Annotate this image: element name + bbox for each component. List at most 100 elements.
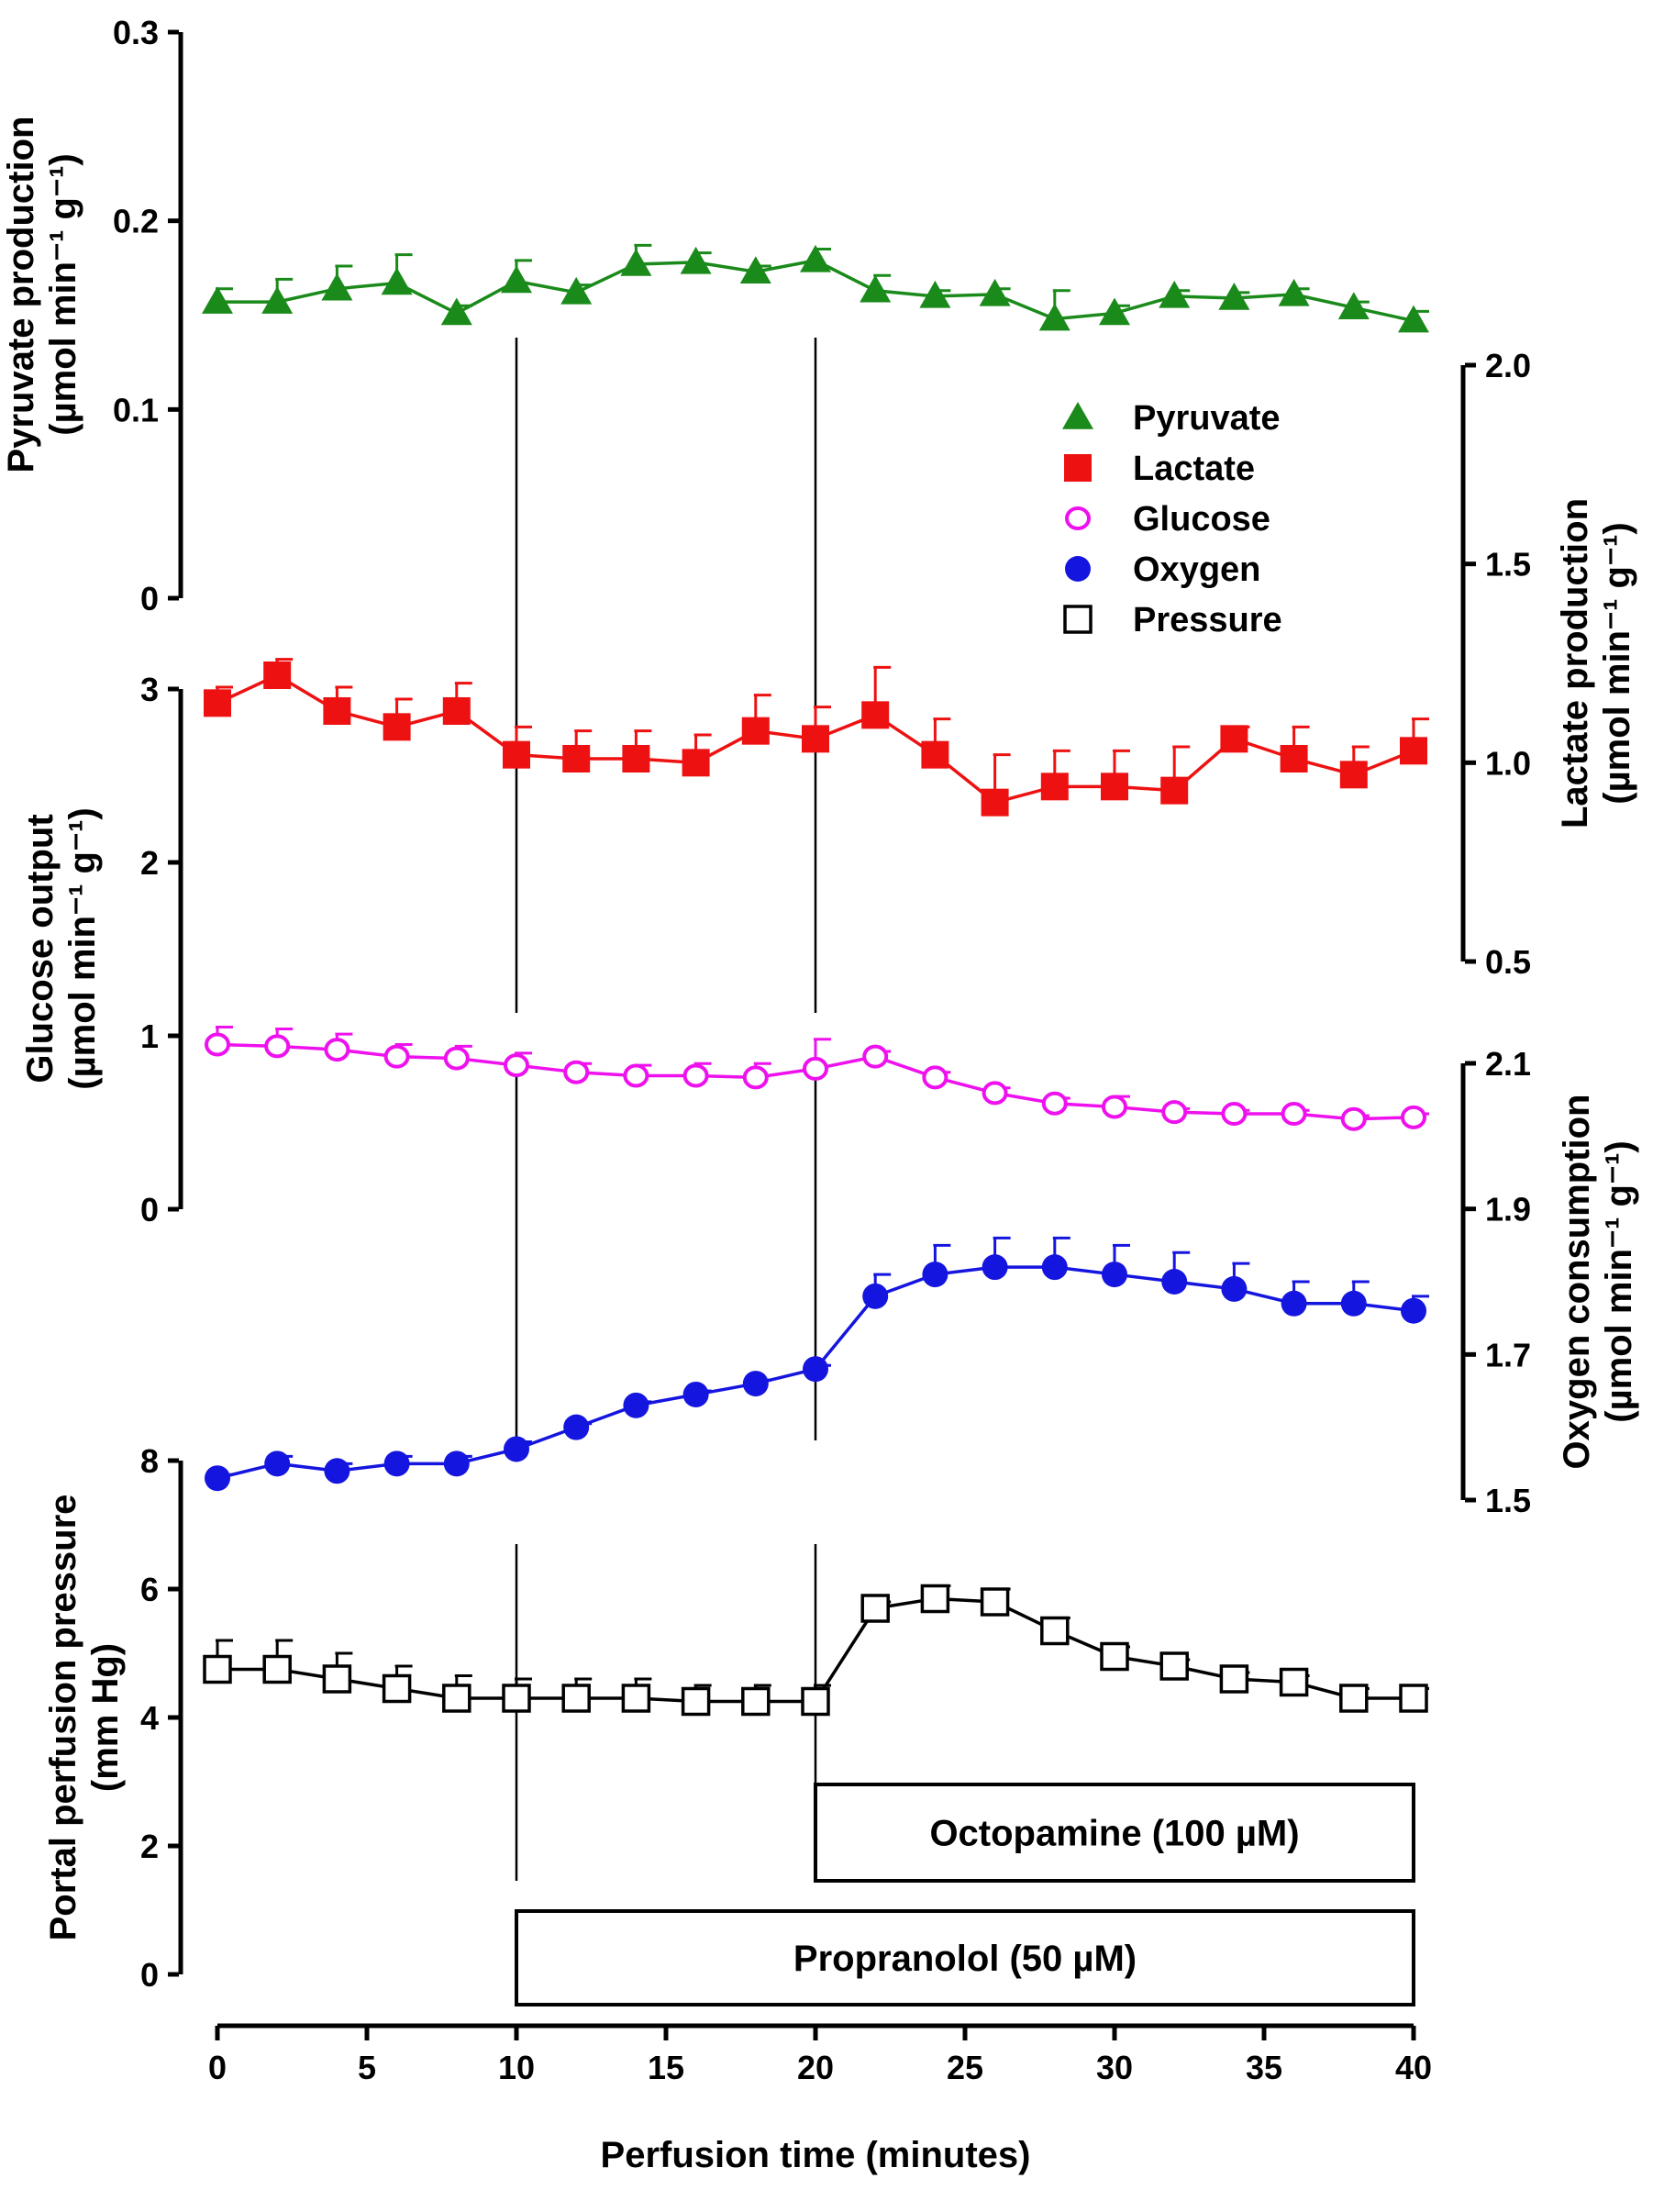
pressure-point [1339,1684,1369,1713]
glucose-point [1401,1105,1426,1129]
pressure-tick-label: 6 [140,1571,159,1608]
pressure-point [382,1673,412,1704]
glucose-point [324,1038,350,1062]
oxygen-point [1161,1269,1188,1295]
pressure-tick-label: 8 [140,1442,159,1480]
legend-item-pressure: Pressure [1063,601,1282,639]
oxygen-point [563,1414,590,1440]
pressure-point [1100,1641,1129,1672]
treatment-box-2: Propranolol (50 µM) [515,1909,1415,2006]
lactate-point [921,740,949,769]
lactate-tick-label: 2.0 [1485,347,1531,384]
lactate-point [1160,776,1189,805]
pyruvate-tick-label: 0.2 [113,203,159,240]
pressure-tick-label: 0 [140,1956,159,1994]
treatment-box-frame [814,1783,1415,1883]
pressure-point [920,1584,950,1614]
glucose-axis-title-line2: (µmol min⁻¹ g⁻¹) [62,807,103,1089]
lactate-point [503,740,530,769]
pressure-point [1279,1667,1309,1697]
glucose-point [1041,1091,1068,1116]
oxygen-point [742,1371,769,1397]
glucose-tick-label: 3 [140,671,159,708]
pyruvate-point [202,286,233,314]
glucose-point [682,1063,709,1088]
series-layer [202,243,1429,1717]
glucose-point [504,1053,529,1078]
pressure-point [561,1684,591,1713]
glucose-axis-title: Glucose output (µmol min⁻¹ g⁻¹) [20,807,103,1089]
glucose-point [383,1044,410,1069]
oxygen-point [922,1262,948,1288]
pressure-axis-title-line1: Portal perfusion pressure [43,1495,83,1941]
glucose-point [443,1046,470,1071]
lactate-point [204,689,231,717]
lactate-axis-title-line1: Lactate production [1555,498,1595,828]
x-axis-title: Perfusion time (minutes) [601,2135,1031,2175]
pressure-point [860,1594,890,1623]
x-tick-label: 30 [1096,2049,1133,2086]
pyruvate-point [800,244,831,272]
lactate-y-axis: 0.5 1.0 1.5 2.0 Lactate production (µmol min⁻… [1460,347,1637,981]
legend-item-oxygen: Oxygen [1065,550,1260,589]
legend-label: Oxygen [1133,550,1260,589]
pressure-point [681,1686,711,1717]
pyruvate-tick-label: 0.1 [113,391,159,428]
oxygen-point [383,1451,410,1477]
lactate-axis-title-line2: (µmol min⁻¹ g⁻¹) [1597,522,1637,804]
oxygen-axis-title: Oxygen consumption (µmol min⁻¹ g⁻¹) [1557,1095,1639,1470]
lactate-point [1220,725,1248,753]
oxygen-point [205,1465,230,1492]
legend-marker-oxygen [1065,556,1091,582]
glucose-point [982,1081,1008,1106]
pyruvate-axis-title: Pyruvate production (µmol min⁻¹ g⁻¹) [1,117,83,473]
glucose-point [264,1034,291,1059]
oxygen-point [264,1451,291,1477]
pyruvate-point [860,274,892,303]
pressure-point [1399,1684,1428,1713]
legend-label: Pyruvate [1133,399,1281,438]
treatment-guide-lines [515,338,817,1881]
x-tick-label: 15 [648,2049,684,2086]
pressure-point [1219,1664,1249,1694]
lactate-point [861,701,890,729]
series-pressure [203,1584,1429,1717]
lactate-point [741,717,770,745]
pressure-point [741,1686,771,1717]
legend-item-pyruvate: Pyruvate [1062,399,1281,438]
oxygen-point [504,1436,529,1462]
oxygen-point [803,1356,828,1383]
glucose-point [922,1065,948,1090]
legend-marker-pressure [1063,605,1093,634]
oxygen-tick-label: 1.9 [1485,1191,1531,1228]
lactate-tick-label: 0.5 [1485,943,1531,981]
glucose-point [742,1065,769,1090]
lactate-point [442,697,471,725]
legend-label: Pressure [1133,601,1282,639]
glucose-y-axis: 0 1 2 3 Glucose output (µmol min⁻¹ g⁻¹) [20,671,183,1228]
pyruvate-point [501,265,532,294]
pyruvate-point [440,297,472,326]
treatment-label: Octopamine (100 µM) [929,1814,1299,1854]
oxygen-point [862,1283,889,1309]
x-tick-label: 25 [947,2049,983,2086]
treatment-box-frame [515,1909,1415,2006]
oxygen-point [982,1254,1008,1281]
legend-item-glucose: Glucose [1065,500,1270,539]
oxygen-point [682,1381,709,1407]
pyruvate-tick-label: 0 [140,580,159,617]
oxygen-point [1340,1290,1367,1317]
pressure-tick-label: 2 [140,1828,159,1865]
pyruvate-point [1159,280,1191,308]
pressure-point [442,1684,471,1713]
lactate-point [802,725,829,753]
lactate-point [622,745,650,773]
x-tick-label: 5 [358,2049,376,2086]
pressure-point [980,1587,1010,1617]
pyruvate-axis-title-line2: (µmol min⁻¹ g⁻¹) [43,153,83,435]
legend-marker-glucose [1065,506,1091,530]
oxygen-tick-label: 2.1 [1485,1045,1531,1083]
lactate-point [981,788,1009,817]
series-lactate [204,658,1429,817]
